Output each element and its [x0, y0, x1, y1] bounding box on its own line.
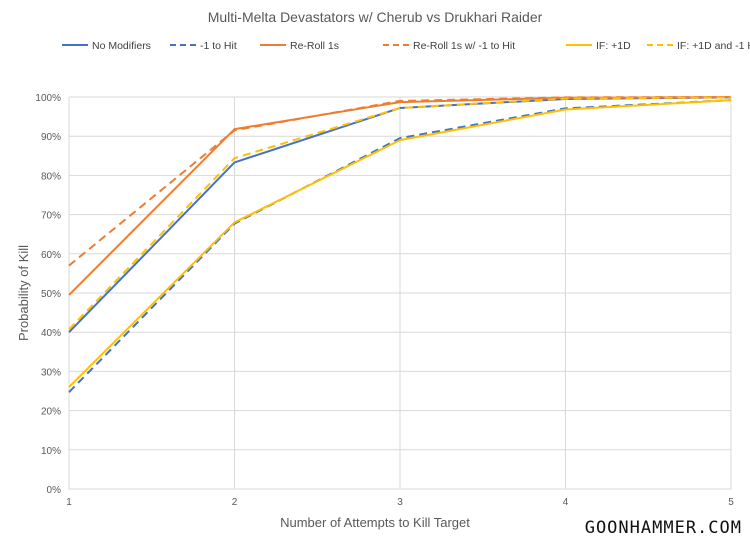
y-tick-label: 80% [41, 171, 61, 182]
series-line-5 [68, 96, 732, 331]
y-tick-label: 90% [41, 132, 61, 143]
x-tick-label: 5 [728, 497, 734, 508]
chart-title: Multi-Melta Devastators w/ Cherub vs Dru… [208, 9, 543, 25]
legend-label: Re-Roll 1s [290, 40, 339, 52]
y-tick-label: 0% [47, 485, 62, 496]
gridlines [68, 96, 732, 490]
y-tick-label: 20% [41, 407, 61, 418]
y-tick-label: 30% [41, 367, 61, 378]
legend-label: No Modifiers [92, 40, 151, 52]
x-axis-label: Number of Attempts to Kill Target [280, 515, 470, 530]
y-axis-ticks: 0% 10% 20% 30% 40% 50% 60% 70% 80% 90% 100% [35, 93, 61, 496]
series-lines [68, 96, 732, 393]
y-tick-label: 100% [35, 93, 61, 104]
y-tick-label: 50% [41, 289, 61, 300]
x-tick-label: 4 [563, 497, 569, 508]
y-tick-label: 60% [41, 250, 61, 261]
y-axis-label: Probability of Kill [16, 245, 31, 341]
x-tick-label: 3 [397, 497, 403, 508]
y-tick-label: 10% [41, 446, 61, 457]
legend-label: Re-Roll 1s w/ -1 to Hit [413, 40, 515, 52]
x-tick-label: 1 [66, 497, 72, 508]
goonhammer-watermark: GOONHAMMER.COM [584, 518, 742, 538]
legend-label: IF: +1D and -1 Hit [677, 40, 750, 52]
x-tick-label: 2 [232, 497, 238, 508]
legend: No Modifiers -1 to Hit Re-Roll 1s Re-Roll 1… [62, 40, 750, 52]
y-tick-label: 70% [41, 211, 61, 222]
x-axis-ticks: 1 2 3 4 5 [66, 497, 734, 508]
legend-label: -1 to Hit [200, 40, 237, 52]
y-tick-label: 40% [41, 328, 61, 339]
legend-label: IF: +1D [596, 40, 631, 52]
